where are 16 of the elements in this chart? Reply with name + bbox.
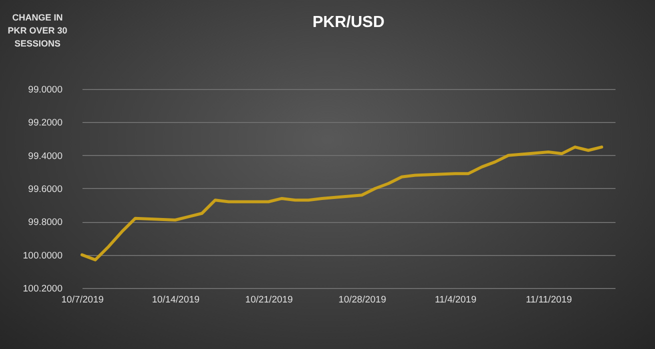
y-tick-label: 99.4000 (28, 150, 62, 162)
y-tick-label: 99.0000 (28, 84, 62, 96)
x-tick-label: 10/7/2019 (61, 294, 104, 306)
y-tick-label: 99.8000 (28, 217, 62, 228)
y-tick-label: 99.6000 (28, 184, 62, 195)
x-tick-label: 11/11/2019 (526, 294, 572, 306)
y-tick-label: 100.2000 (22, 284, 62, 294)
x-tick-label: 10/28/2019 (338, 294, 386, 306)
chart-title: PKR/USD (312, 14, 385, 31)
line-series (80, 146, 604, 262)
x-tick-label: 10/21/2019 (245, 294, 293, 306)
y-tick-label: 100.0000 (22, 250, 62, 262)
x-tick-label: 10/14/2019 (152, 294, 200, 306)
x-tick-label: 11/4/2019 (434, 294, 476, 306)
y-tick-label: 99.2000 (28, 118, 62, 129)
y-axis-title: CHANGE IN PKR OVER 30 SESSIONS (8, 12, 68, 48)
